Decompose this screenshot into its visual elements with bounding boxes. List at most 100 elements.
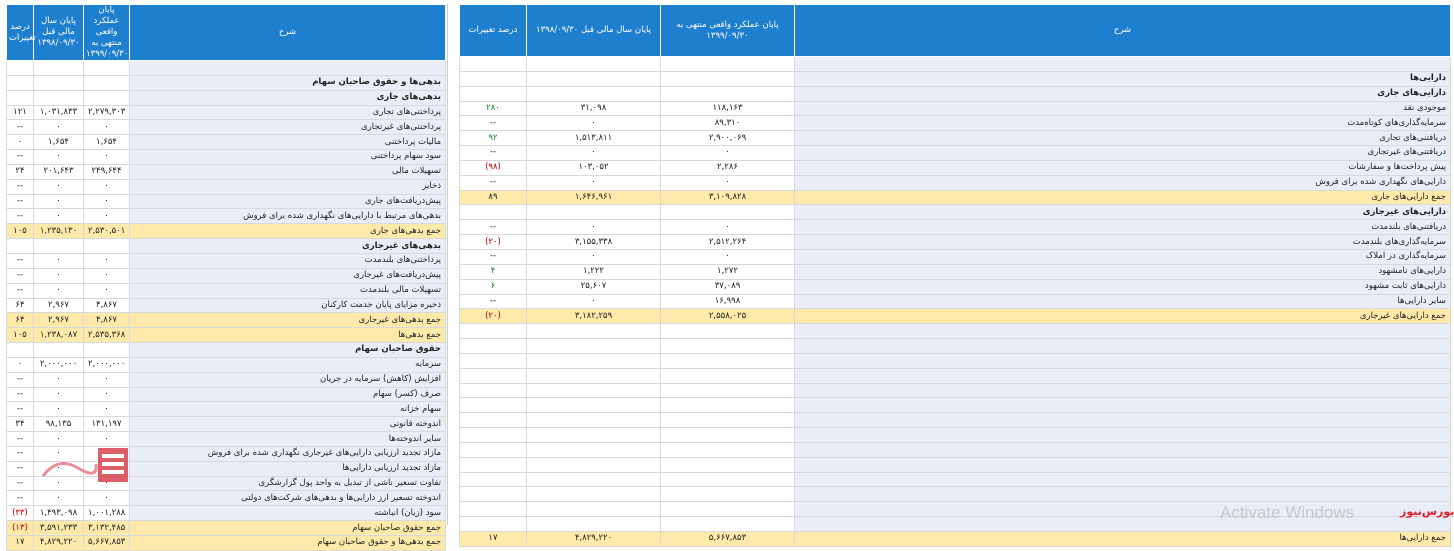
change-cell: ۱۰۵ bbox=[6, 223, 34, 240]
table-row: ۴ ۱,۲۲۲ ۱,۲۷۲ دارایی‌های نامشهود bbox=[459, 263, 1451, 280]
change-cell: ۱۰۵ bbox=[6, 327, 34, 344]
table-row: ۰ ۲,۰۰۰,۰۰۰ ۲,۰۰۰,۰۰۰ سرمایه bbox=[6, 356, 446, 373]
description-cell bbox=[794, 486, 1451, 503]
description-cell bbox=[794, 471, 1451, 488]
change-cell: -- bbox=[6, 490, 34, 507]
change-cell: -- bbox=[6, 431, 34, 447]
liabilities-table: درصد تغییرات پایان سال مالی قبل ۱۳۹۸/۰۹/… bbox=[6, 4, 446, 551]
table-row: -- ۰ ۰ پیش‌دریافت‌های جاری bbox=[6, 193, 446, 210]
description-cell: دارایی‌های غیرجاری bbox=[794, 204, 1451, 221]
description-cell: پیش‌دریافت‌های جاری bbox=[129, 193, 446, 210]
current-value-cell bbox=[660, 501, 795, 518]
current-value-cell: ۲,۵۳۵,۳۶۸ bbox=[83, 327, 130, 344]
section-heading-row: حقوق صاحبان سهام bbox=[6, 342, 446, 358]
assets-table-body: دارایی‌ها دارایی‌های جاری ۲۸۰ ۳۱,۰۹۸ ۱۱۸,۱۶۳… bbox=[459, 56, 1451, 547]
table-row bbox=[459, 397, 1451, 414]
previous-value-cell bbox=[526, 70, 661, 87]
current-value-cell bbox=[660, 456, 795, 473]
description-cell bbox=[794, 441, 1451, 458]
current-value-cell bbox=[83, 238, 130, 254]
change-cell: -- bbox=[459, 248, 527, 265]
header-previous: پایان سال مالی قبل ۱۳۹۸/۰۹/۳۰ bbox=[526, 4, 661, 57]
description-cell: جمع دارایی‌های جاری bbox=[794, 189, 1451, 206]
previous-value-cell: ۱,۶۵۴ bbox=[33, 134, 84, 151]
table-row: ۲۸۰ ۳۱,۰۹۸ ۱۱۸,۱۶۳ موجودی نقد bbox=[459, 100, 1451, 117]
description-cell: صرف (کسر) سهام bbox=[129, 386, 446, 403]
table-row: ۱۲۱ ۱,۰۳۱,۸۳۳ ۲,۲۷۹,۳۰۳ پرداختنی‌های تجاری bbox=[6, 104, 446, 121]
description-cell: پیش‌دریافت‌های غیرجاری bbox=[129, 267, 446, 284]
previous-value-cell: ۳۱,۰۹۸ bbox=[526, 100, 661, 117]
previous-value-cell bbox=[526, 323, 661, 340]
current-value-cell: ۰ bbox=[83, 267, 130, 284]
current-value-cell bbox=[660, 323, 795, 340]
table-row: -- ۰ ۱۶,۹۹۸ سایر دارایی‌ها bbox=[459, 293, 1451, 310]
total-row: (۱۳) ۳,۵۹۱,۲۳۳ ۳,۱۳۲,۴۸۵ جمع حقوق صاحبان سه… bbox=[6, 520, 446, 536]
description-cell: بدهی‌های غیرجاری bbox=[129, 238, 446, 254]
current-value-cell: ۵,۶۶۷,۸۵۳ bbox=[660, 531, 795, 547]
change-cell: -- bbox=[6, 445, 34, 462]
current-value-cell bbox=[83, 342, 130, 358]
current-value-cell bbox=[660, 70, 795, 87]
description-cell: جمع دارایی‌های غیرجاری bbox=[794, 308, 1451, 325]
table-row: -- ۰ ۰ دارایی‌های نگهداری شده برای فروش bbox=[459, 174, 1451, 191]
current-value-cell bbox=[660, 516, 795, 532]
liabilities-header-row: درصد تغییرات پایان سال مالی قبل ۱۳۹۸/۰۹/… bbox=[6, 4, 446, 61]
table-row: -- ۰ ۸۹,۳۱۰ سرمایه‌گذاری‌های کوتاه‌مدت bbox=[459, 115, 1451, 132]
current-value-cell: ۰ bbox=[660, 248, 795, 265]
current-value-cell: ۱۶,۹۹۸ bbox=[660, 293, 795, 310]
current-value-cell: ۳,۱۰۹,۸۲۸ bbox=[660, 189, 795, 206]
total-row: ۱۷ ۴,۸۲۹,۲۲۰ ۵,۶۶۷,۸۵۳ جمع دارایی‌ها bbox=[459, 531, 1451, 547]
header-description: شرح bbox=[794, 4, 1451, 57]
table-row bbox=[459, 338, 1451, 354]
current-value-cell bbox=[660, 382, 795, 399]
current-value-cell: ۰ bbox=[83, 149, 130, 165]
change-cell bbox=[459, 501, 527, 518]
change-cell bbox=[459, 412, 527, 429]
change-cell: ۲۸۰ bbox=[459, 100, 527, 117]
description-cell: دارایی‌های نامشهود bbox=[794, 263, 1451, 280]
previous-value-cell bbox=[526, 397, 661, 414]
previous-value-cell: ۱,۲۲۲ bbox=[526, 263, 661, 280]
change-cell bbox=[459, 323, 527, 340]
previous-value-cell bbox=[526, 382, 661, 399]
current-value-cell bbox=[660, 397, 795, 414]
description-cell: جمع دارایی‌ها bbox=[794, 531, 1451, 547]
table-row bbox=[459, 323, 1451, 340]
change-cell: -- bbox=[6, 267, 34, 284]
description-cell bbox=[794, 501, 1451, 518]
table-row: (۳۳) ۱,۴۹۳,۰۹۸ ۱,۰۰۱,۲۸۸ سود (زیان) انباشته bbox=[6, 505, 446, 522]
previous-value-cell: ۰ bbox=[33, 208, 84, 225]
previous-value-cell: ۰ bbox=[33, 371, 84, 388]
table-row: -- ۰ ۰ تفاوت تسعیر ناشی از تبدیل به واحد پو… bbox=[6, 475, 446, 492]
current-value-cell: ۱۳۱,۱۹۷ bbox=[83, 416, 130, 433]
table-row: ۳۴ ۹۸,۱۳۵ ۱۳۱,۱۹۷ اندوخته قانونی bbox=[6, 416, 446, 433]
current-value-cell: ۲۴۹,۶۴۴ bbox=[83, 163, 130, 180]
table-row bbox=[459, 486, 1451, 503]
previous-value-cell: ۰ bbox=[526, 219, 661, 236]
current-value-cell: ۰ bbox=[83, 119, 130, 136]
current-value-cell bbox=[83, 60, 130, 76]
table-row bbox=[459, 456, 1451, 473]
table-row bbox=[459, 56, 1451, 72]
previous-value-cell bbox=[33, 342, 84, 358]
change-cell: ۹۲ bbox=[459, 130, 527, 147]
change-cell: (۹۸) bbox=[459, 159, 527, 176]
section-heading-row: بدهی‌های غیرجاری bbox=[6, 238, 446, 254]
description-cell: پیش پرداخت‌ها و سفارشات bbox=[794, 159, 1451, 176]
change-cell: -- bbox=[459, 219, 527, 236]
description-cell bbox=[129, 60, 446, 76]
previous-value-cell bbox=[526, 441, 661, 458]
change-cell: -- bbox=[6, 371, 34, 388]
previous-value-cell: ۱,۶۴۶,۹۶۱ bbox=[526, 189, 661, 206]
current-value-cell: ۱۱۸,۱۶۳ bbox=[660, 100, 795, 117]
previous-value-cell bbox=[526, 501, 661, 518]
change-cell bbox=[6, 238, 34, 254]
assets-table-wrapper: درصد تغییرات پایان سال مالی قبل ۱۳۹۸/۰۹/… bbox=[459, 4, 1451, 547]
change-cell bbox=[459, 367, 527, 384]
previous-value-cell: ۴,۸۲۹,۲۲۰ bbox=[33, 535, 84, 551]
description-cell: دریافتنی‌های غیرتجاری bbox=[794, 145, 1451, 161]
previous-value-cell: ۰ bbox=[33, 490, 84, 507]
change-cell: -- bbox=[6, 119, 34, 136]
current-value-cell: ۱,۲۷۲ bbox=[660, 263, 795, 280]
description-cell bbox=[794, 456, 1451, 473]
